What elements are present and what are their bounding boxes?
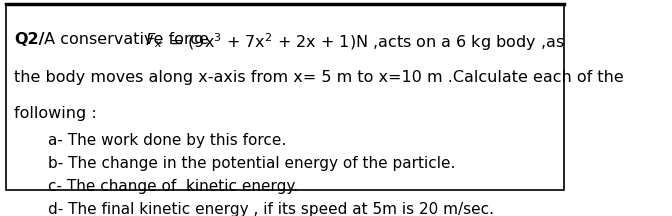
FancyBboxPatch shape — [5, 4, 564, 190]
Text: c- The change of  kinetic energy.: c- The change of kinetic energy. — [48, 179, 298, 194]
Text: Q2/: Q2/ — [14, 32, 45, 47]
Text: A conservative force: A conservative force — [39, 32, 214, 47]
Text: b- The change in the potential energy of the particle.: b- The change in the potential energy of… — [48, 156, 456, 171]
Text: $F_x$: $F_x$ — [145, 32, 163, 50]
Text: following :: following : — [14, 106, 97, 121]
Text: = (9x$^3$ + 7x$^2$ + 2x + 1)N ,acts on a 6 kg body ,as: = (9x$^3$ + 7x$^2$ + 2x + 1)N ,acts on a… — [164, 32, 564, 53]
Text: the body moves along x-axis from x= 5 m to x=10 m .Calculate each of the: the body moves along x-axis from x= 5 m … — [14, 70, 624, 85]
Text: a- The work done by this force.: a- The work done by this force. — [48, 133, 287, 148]
Text: d- The final kinetic energy , if its speed at 5m is 20 m/sec.: d- The final kinetic energy , if its spe… — [48, 202, 495, 216]
